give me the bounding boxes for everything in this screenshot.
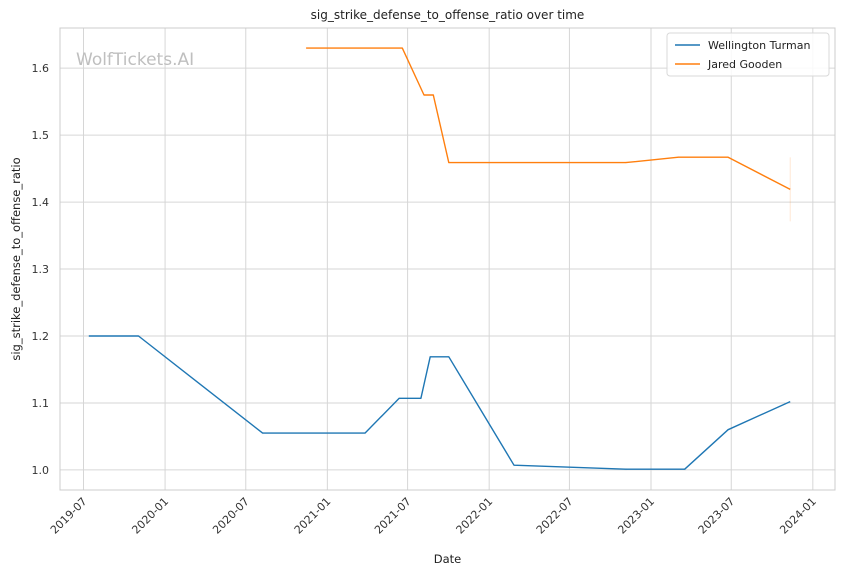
- data-point-wellington-turman: [398, 397, 401, 400]
- data-point-jared-gooden: [624, 161, 627, 164]
- data-point-wellington-turman: [683, 468, 686, 471]
- data-point-jared-gooden: [727, 156, 730, 159]
- y-tick-label: 1.4: [32, 196, 50, 209]
- watermark: WolfTickets.AI: [76, 50, 194, 70]
- data-point-jared-gooden: [423, 93, 426, 96]
- data-point-wellington-turman: [429, 355, 432, 358]
- data-point-jared-gooden: [677, 156, 680, 159]
- y-tick-label: 1.2: [32, 330, 50, 343]
- gridlines: [60, 28, 835, 490]
- plot-area: [59, 27, 836, 491]
- series-layer: [87, 47, 792, 471]
- y-tick-label: 1.6: [32, 62, 50, 75]
- x-tick-label: 2023-01: [615, 495, 657, 537]
- legend-label-wellington-turman: Wellington Turman: [708, 39, 810, 52]
- data-point-wellington-turman: [261, 432, 264, 435]
- data-point-jared-gooden: [432, 93, 435, 96]
- data-point-wellington-turman: [513, 464, 516, 467]
- y-axis-label: sig_strike_defense_to_offense_ratio: [9, 157, 23, 360]
- data-point-wellington-turman: [87, 335, 90, 338]
- y-tick-label: 1.1: [32, 397, 50, 410]
- x-tick-label: 2022-01: [454, 495, 496, 537]
- chart-title: sig_strike_defense_to_offense_ratio over…: [311, 8, 585, 22]
- data-point-wellington-turman: [727, 428, 730, 431]
- x-tick-label: 2019-07: [48, 495, 90, 537]
- data-point-wellington-turman: [419, 397, 422, 400]
- data-point-wellington-turman: [447, 355, 450, 358]
- x-tick-label: 2020-01: [130, 495, 172, 537]
- legend: Wellington Turman Jared Gooden: [666, 32, 830, 77]
- data-point-wellington-turman: [789, 400, 792, 403]
- y-tick-label: 1.3: [32, 263, 50, 276]
- x-tick-label: 2021-07: [372, 495, 414, 537]
- x-tick-label: 2024-01: [777, 495, 819, 537]
- data-point-wellington-turman: [624, 468, 627, 471]
- x-tick-label: 2021-01: [292, 495, 334, 537]
- x-tick-label: 2020-07: [210, 495, 252, 537]
- x-axis: 2019-07 2020-01 2020-07 2021-01 2021-07 2022-…: [48, 495, 819, 537]
- x-tick-label: 2023-07: [696, 495, 738, 537]
- y-tick-label: 1.0: [32, 464, 50, 477]
- y-axis: 1.0 1.1 1.2 1.3 1.4 1.5 1.6: [32, 62, 50, 477]
- data-point-wellington-turman: [364, 432, 367, 435]
- data-point-jared-gooden: [305, 47, 308, 50]
- series-line-wellington-turman: [88, 335, 791, 470]
- data-point-wellington-turman: [137, 335, 140, 338]
- series-line-jared-gooden: [306, 47, 791, 191]
- y-tick-label: 1.5: [32, 129, 50, 142]
- data-point-jared-gooden: [447, 161, 450, 164]
- x-axis-label: Date: [434, 552, 462, 566]
- legend-box: [666, 32, 830, 77]
- legend-label-jared-gooden: Jared Gooden: [707, 58, 782, 71]
- data-point-jared-gooden: [401, 47, 404, 50]
- x-tick-label: 2022-07: [534, 495, 576, 537]
